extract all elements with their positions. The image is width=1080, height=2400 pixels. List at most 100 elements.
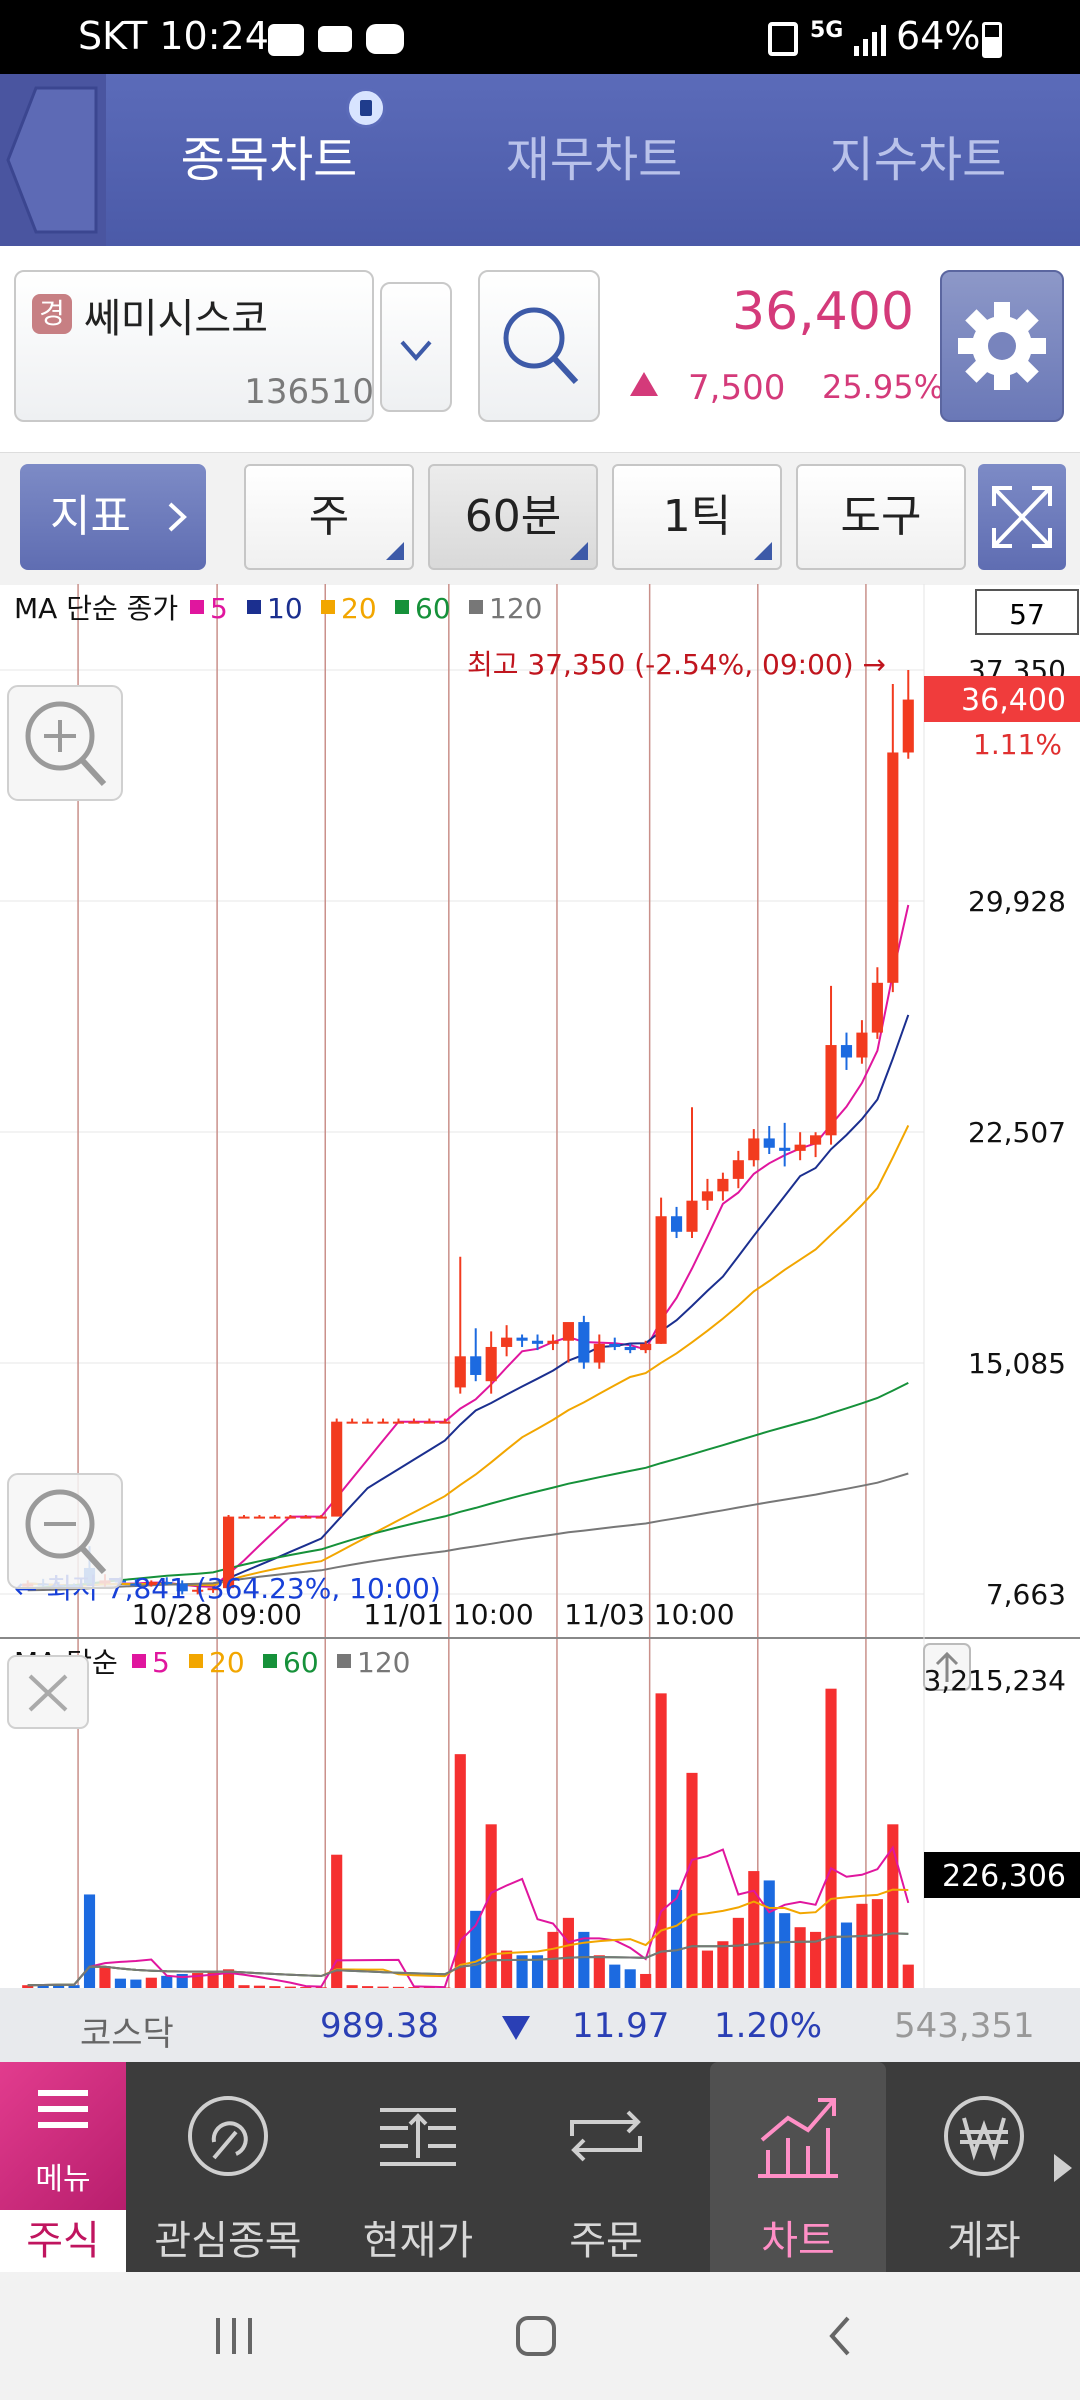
candle-body [794, 1144, 806, 1151]
zoom-in-icon [25, 701, 107, 787]
volume-bar [377, 1986, 389, 1988]
volume-bar [362, 1986, 374, 1988]
zoom-in-button[interactable] [7, 685, 123, 801]
candle-body [531, 1340, 544, 1344]
system-nav [0, 2272, 1080, 2400]
volume-bar [130, 1979, 142, 1988]
session-lines [77, 584, 867, 1988]
volume-bar [145, 1977, 157, 1988]
nav-watchlist[interactable]: 관심종목 [140, 2062, 316, 2272]
home-icon[interactable] [512, 2312, 560, 2360]
tools-button[interactable]: 도구 [796, 464, 966, 570]
candle-body [763, 1138, 775, 1148]
menu-button[interactable]: 메뉴 [0, 2062, 126, 2210]
legend-swatch [132, 1654, 146, 1668]
dropdown-corner-icon [754, 542, 772, 560]
close-indicator-button[interactable] [7, 1655, 89, 1729]
legend-item: 60 [415, 592, 451, 625]
zoom-out-button[interactable] [7, 1473, 123, 1589]
candle-body [331, 1421, 343, 1517]
tick-select[interactable]: 1틱 [612, 464, 782, 570]
signal-icon [852, 24, 888, 56]
settings-button[interactable] [940, 270, 1064, 422]
volume-bar [253, 1985, 266, 1988]
nav-more-icon[interactable] [1054, 2154, 1072, 2182]
tab-stock-chart[interactable]: 종목차트 [180, 132, 358, 188]
indicator-button[interactable]: 지표 [20, 464, 206, 570]
period-select[interactable]: 주 [244, 464, 414, 570]
candle-body [578, 1322, 590, 1363]
back-button[interactable] [0, 74, 106, 246]
legend-item: 10 [267, 592, 303, 625]
volume-bar [531, 1955, 544, 1988]
nav-current-price[interactable]: 현재가 [330, 2062, 506, 2272]
candle-body [346, 1421, 358, 1424]
carrier-time: SKT 10:24 [78, 14, 269, 58]
candle-body [516, 1337, 528, 1341]
count-box[interactable] [975, 589, 1079, 635]
volume-bars [22, 1688, 914, 1988]
volume-bar [547, 1931, 559, 1988]
stock-code: 136510 [244, 372, 374, 412]
volume-bar [717, 1941, 729, 1988]
candle-body [887, 752, 899, 983]
zoom-out-icon [25, 1489, 107, 1575]
legend-swatch [469, 600, 483, 614]
candle-body [454, 1356, 466, 1388]
tab-financial-chart[interactable]: 재무차트 [505, 132, 683, 188]
volume-bar [840, 1922, 853, 1988]
nav-account[interactable]: 계좌 [896, 2062, 1072, 2272]
legend-swatch [189, 1654, 203, 1668]
price-change-pct: 25.95% [822, 368, 945, 406]
volume-bar [701, 1950, 714, 1988]
candle-body [810, 1135, 822, 1145]
volume-bar [222, 1969, 235, 1988]
history-icon[interactable] [346, 88, 386, 128]
volume-bar [161, 1975, 173, 1988]
scroll-top-button[interactable] [923, 1643, 971, 1691]
search-icon [503, 307, 579, 385]
stock-dropdown-button[interactable] [380, 282, 452, 412]
volume-bar [300, 1987, 312, 1988]
back-icon[interactable] [820, 2312, 860, 2360]
search-button[interactable] [478, 270, 600, 422]
volume-bar [315, 1987, 327, 1988]
nav-current-price-label: 현재가 [362, 2218, 474, 2264]
ma-5-line [27, 904, 910, 1588]
interval-label: 60분 [464, 491, 562, 542]
fullscreen-button[interactable] [978, 464, 1066, 570]
nav-order[interactable]: 주문 [518, 2062, 694, 2272]
candle-body [856, 1032, 868, 1058]
recent-apps-icon[interactable] [212, 2314, 256, 2358]
arrow-up-icon [935, 1651, 959, 1682]
tab-index-chart[interactable]: 지수차트 [829, 132, 1007, 188]
section-stock[interactable]: 주식 [0, 2210, 126, 2272]
candles [22, 670, 914, 1595]
volume-bar [207, 1972, 219, 1988]
candle-body [686, 1200, 698, 1232]
bottom-nav: 메뉴 주식 관심종목 현재가 주문 차트 계좌 [0, 2062, 1080, 2272]
volume-bar [516, 1955, 528, 1988]
candle-body [439, 1421, 451, 1424]
candle-body [547, 1340, 559, 1344]
legend-swatch [190, 600, 204, 614]
index-change: 11.97 [572, 2006, 670, 2046]
candle-body [593, 1343, 605, 1363]
volume-bar [871, 1899, 883, 1988]
chart-icon [758, 2098, 838, 2178]
stock-selector[interactable]: 경 쎄미시스코 136510 [14, 270, 374, 422]
nav-chart[interactable]: 차트 [710, 2062, 886, 2272]
ma-10-line [27, 1014, 910, 1587]
chevron-right-icon [168, 502, 187, 532]
legend-item: 20 [341, 592, 377, 625]
interval-select[interactable]: 60분 [428, 464, 598, 570]
ma-120-line [27, 1472, 909, 1592]
stock-row: 경 쎄미시스코 136510 36,400 7,500 25.95% [0, 246, 1080, 452]
x-axis-label: 11/01 10:00 [363, 1598, 533, 1631]
index-bar[interactable]: 코스닥 989.38 11.97 1.20% 543,351 [0, 1988, 1080, 2062]
candle-body [145, 1581, 157, 1586]
price-chart[interactable]: MA 단순 종가 5 10 20 60 120 57 37,35029,92822,50… [0, 584, 1080, 1988]
volume-bar [670, 1889, 683, 1988]
index-change-pct: 1.20% [714, 2006, 823, 2046]
candle-body [902, 699, 914, 753]
